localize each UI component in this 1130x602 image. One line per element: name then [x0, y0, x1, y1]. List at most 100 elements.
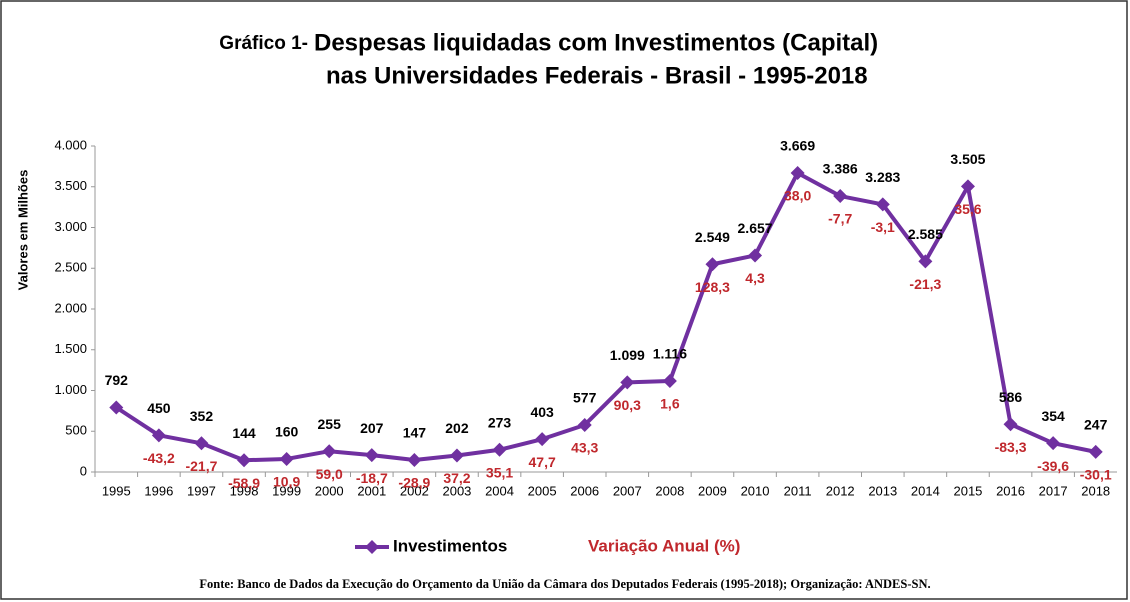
variation-label: 4,3	[745, 270, 765, 286]
data-label: 2.549	[695, 229, 730, 245]
variation-label: -3,1	[871, 219, 895, 235]
x-tick-label: 1997	[187, 483, 216, 498]
variation-label: -21,7	[185, 458, 217, 474]
legend-marker	[365, 540, 379, 554]
x-tick-label: 2007	[613, 483, 642, 498]
data-label: 144	[232, 425, 256, 441]
y-tick-label: 2.500	[54, 260, 87, 275]
data-label: 247	[1084, 417, 1108, 433]
variation-label: -58,9	[228, 475, 260, 491]
x-tick-label: 2006	[570, 483, 599, 498]
marker	[279, 451, 294, 466]
variation-label: -30,1	[1080, 467, 1112, 483]
data-label: 450	[147, 400, 171, 416]
variation-label: 90,3	[614, 397, 641, 413]
data-label: 207	[360, 420, 384, 436]
data-label: 792	[105, 372, 129, 388]
x-tick-label: 2011	[784, 483, 812, 498]
marker	[790, 165, 805, 180]
x-tick-label: 2004	[485, 483, 514, 498]
x-tick-label: 2001	[357, 483, 386, 498]
data-label: 1.116	[653, 346, 687, 362]
marker	[322, 444, 337, 459]
x-tick-label: 2008	[655, 483, 684, 498]
marker	[833, 189, 848, 204]
x-tick-label: 1995	[102, 483, 131, 498]
data-label: 3.505	[950, 151, 985, 167]
marker	[918, 254, 933, 269]
data-label: 255	[318, 416, 342, 432]
y-tick-label: 3.500	[54, 178, 87, 193]
variation-label: -28,9	[398, 475, 430, 491]
variation-label: 35,1	[486, 464, 513, 480]
marker	[620, 375, 635, 390]
marker	[407, 453, 422, 468]
x-tick-label: 2016	[996, 483, 1025, 498]
marker	[875, 197, 890, 212]
y-tick-label: 0	[80, 463, 87, 478]
line	[115, 170, 1097, 463]
variation-label: -39,6	[1037, 458, 1069, 474]
marker	[492, 442, 507, 457]
variation-label: 128,3	[695, 279, 730, 295]
title-prefix: Gráfico 1-	[219, 33, 308, 54]
variation-label: 47,7	[529, 454, 556, 470]
y-tick-label: 500	[65, 423, 87, 438]
variation-label: 59,0	[316, 466, 343, 482]
x-tick-label: 1996	[144, 483, 173, 498]
data-label: 586	[999, 389, 1023, 405]
y-tick-label: 3.000	[54, 219, 87, 234]
data-label: 354	[1041, 408, 1065, 424]
variation-label: 37,2	[443, 470, 470, 486]
data-label: 3.669	[780, 138, 815, 154]
x-tick-label: 2015	[953, 483, 982, 498]
y-tick-label: 4.000	[54, 137, 87, 152]
y-axis-label: Valores em Milhões	[15, 170, 30, 291]
data-label: 3.283	[865, 169, 900, 185]
chart-subtitle: nas Universidades Federais - Brasil - 19…	[326, 62, 868, 89]
data-label: 273	[488, 414, 512, 430]
data-label: 147	[403, 425, 427, 441]
data-label: 2.585	[908, 226, 943, 242]
data-label: 160	[275, 424, 299, 440]
data-label: 202	[445, 420, 469, 436]
x-tick-label: 2014	[911, 483, 940, 498]
data-label: 2.657	[738, 220, 773, 236]
marker	[449, 448, 464, 463]
marker	[705, 257, 720, 272]
variation-label: 43,3	[571, 440, 598, 456]
y-tick-label: 1.000	[54, 382, 87, 397]
marker	[960, 179, 975, 194]
x-tick-label: 2010	[741, 483, 770, 498]
x-tick-label: 2002	[400, 483, 429, 498]
data-label: 403	[530, 404, 554, 420]
x-tick-label: 2017	[1039, 483, 1068, 498]
x-tick-label: 2003	[442, 483, 471, 498]
data-label: 3.386	[823, 161, 858, 177]
legend-label: Variação Anual (%)	[588, 536, 740, 555]
marker	[194, 436, 209, 451]
variation-label: 35,6	[954, 201, 981, 217]
x-tick-label: 2018	[1081, 483, 1110, 498]
marker	[577, 417, 592, 432]
data-label: 1.099	[610, 347, 645, 363]
x-tick-label: 2009	[698, 483, 727, 498]
marker	[748, 248, 763, 263]
marker	[1046, 436, 1061, 451]
variation-label: -7,7	[828, 211, 852, 227]
legend-label: Investimentos	[393, 536, 507, 555]
x-tick-label: 1999	[272, 483, 301, 498]
x-tick-label: 2012	[826, 483, 855, 498]
variation-label: -83,3	[995, 439, 1027, 455]
marker	[109, 400, 124, 415]
x-tick-label: 2000	[315, 483, 344, 498]
marker	[1003, 417, 1018, 432]
variation-label: 1,6	[660, 396, 680, 412]
variation-label: -18,7	[356, 470, 388, 486]
x-tick-label: 2013	[868, 483, 897, 498]
variation-label: 38,0	[784, 188, 811, 204]
marker	[662, 374, 677, 389]
data-label: 577	[573, 390, 597, 406]
